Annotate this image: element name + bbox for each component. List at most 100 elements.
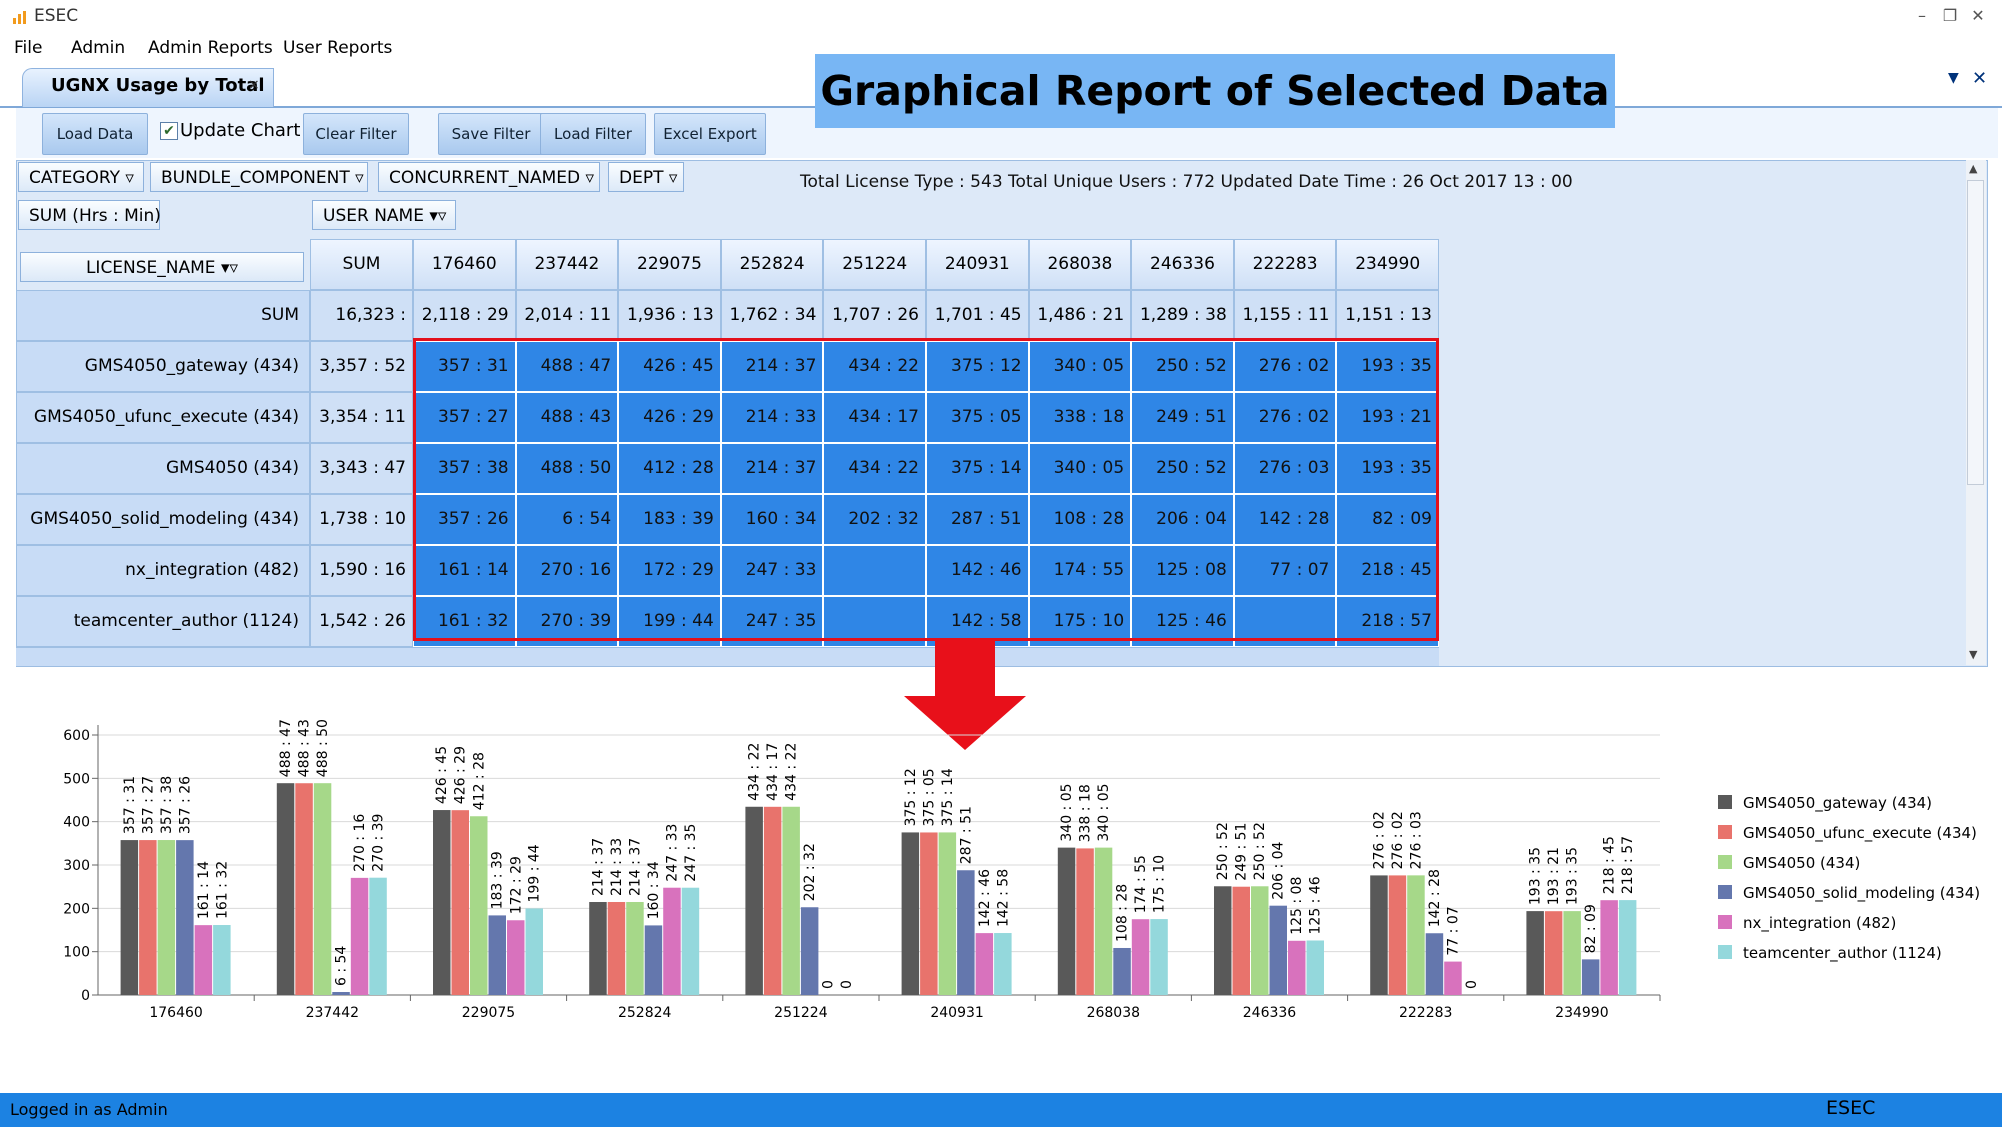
row-sum-cell[interactable]: 3,357 : 52 <box>310 341 413 392</box>
data-field-sum[interactable]: SUM (Hrs : Min) <box>18 200 161 230</box>
column-header-user[interactable]: 268038 <box>1028 239 1132 290</box>
data-cell[interactable]: 250 : 52 <box>1131 341 1234 392</box>
sort-filter-icon[interactable]: ▾▿ <box>220 258 239 278</box>
filter-dept[interactable]: DEPT ▿ <box>608 162 684 192</box>
data-cell[interactable]: 357 : 31 <box>413 341 516 392</box>
tab-close-icon[interactable]: × <box>248 77 260 93</box>
data-cell[interactable]: 270 : 16 <box>515 545 619 596</box>
filter-concurrent-named[interactable]: CONCURRENT_NAMED ▿ <box>378 162 600 192</box>
data-cell[interactable]: 161 : 14 <box>413 545 516 596</box>
data-cell[interactable]: 214 : 33 <box>720 392 824 443</box>
column-header-user[interactable]: 240931 <box>926 239 1029 290</box>
data-cell[interactable]: 249 : 51 <box>1131 392 1234 443</box>
menu-user-reports[interactable]: User Reports <box>283 38 393 58</box>
menu-admin[interactable]: Admin <box>71 38 126 58</box>
data-cell[interactable]: 125 : 08 <box>1131 545 1234 596</box>
row-header-license[interactable]: nx_integration (482) <box>16 545 310 596</box>
minimize-icon[interactable]: – <box>1918 6 1926 25</box>
filter-bundle-component[interactable]: BUNDLE_COMPONENT ▿ <box>150 162 368 192</box>
menu-admin-reports[interactable]: Admin Reports <box>148 38 273 58</box>
data-cell[interactable]: 434 : 22 <box>823 341 926 392</box>
data-cell[interactable]: 193 : 35 <box>1336 341 1439 392</box>
data-cell[interactable]: 206 : 04 <box>1131 494 1234 545</box>
column-header-user[interactable]: 246336 <box>1131 239 1234 290</box>
filter-icon[interactable]: ▿ <box>125 168 134 188</box>
row-sum-cell[interactable]: 3,343 : 47 <box>310 443 413 494</box>
data-cell[interactable]: 142 : 46 <box>926 545 1029 596</box>
row-sum-cell[interactable]: 1,738 : 10 <box>310 494 413 545</box>
data-cell[interactable]: 218 : 45 <box>1336 545 1439 596</box>
load-filter-button[interactable]: Load Filter <box>540 113 646 155</box>
sort-filter-icon[interactable]: ▾▿ <box>429 206 447 226</box>
data-cell[interactable]: 375 : 05 <box>926 392 1029 443</box>
filter-icon[interactable]: ▿ <box>585 168 595 188</box>
row-header-license[interactable]: GMS4050_ufunc_execute (434) <box>16 392 310 443</box>
menu-file[interactable]: File <box>14 38 43 58</box>
data-cell[interactable]: 202 : 32 <box>823 494 926 545</box>
data-cell[interactable]: 488 : 50 <box>515 443 619 494</box>
column-header-user[interactable]: 237442 <box>515 239 619 290</box>
save-filter-button[interactable]: Save Filter <box>438 113 544 155</box>
data-cell[interactable]: 434 : 22 <box>823 443 926 494</box>
data-cell[interactable]: 108 : 28 <box>1028 494 1132 545</box>
filter-icon[interactable]: ▿ <box>668 168 678 188</box>
data-cell[interactable]: 193 : 21 <box>1336 392 1439 443</box>
data-cell[interactable]: 426 : 45 <box>618 341 721 392</box>
update-chart-checkbox[interactable]: ✔ <box>160 122 178 140</box>
data-cell[interactable]: 247 : 33 <box>720 545 824 596</box>
data-cell[interactable]: 426 : 29 <box>618 392 721 443</box>
filter-icon[interactable]: ▿ <box>355 168 364 188</box>
column-header-user[interactable]: 251224 <box>823 239 926 290</box>
data-cell[interactable]: 287 : 51 <box>926 494 1029 545</box>
row-sum-cell[interactable]: 1,542 : 26 <box>310 596 413 647</box>
data-cell[interactable]: 174 : 55 <box>1028 545 1132 596</box>
row-header-license[interactable]: teamcenter_author (1124) <box>16 596 310 647</box>
data-cell[interactable]: 214 : 37 <box>720 341 824 392</box>
data-cell[interactable]: 142 : 28 <box>1233 494 1337 545</box>
row-header-license[interactable]: GMS4050_gateway (434) <box>16 341 310 392</box>
panel-dropdown-icon[interactable]: ▼ <box>1948 70 1959 86</box>
column-field-user-name[interactable]: USER NAME ▾▿ <box>312 200 456 230</box>
data-cell[interactable]: 338 : 18 <box>1028 392 1132 443</box>
data-cell[interactable]: 276 : 02 <box>1233 392 1337 443</box>
filter-category[interactable]: CATEGORY ▿ <box>18 162 144 192</box>
data-cell[interactable]: 214 : 37 <box>720 443 824 494</box>
column-header-user[interactable]: 229075 <box>618 239 721 290</box>
data-cell[interactable]: 82 : 09 <box>1336 494 1439 545</box>
panel-close-icon[interactable]: ✕ <box>1972 68 1988 89</box>
restore-icon[interactable]: ❐ <box>1942 6 1958 25</box>
data-cell[interactable]: 160 : 34 <box>720 494 824 545</box>
data-cell[interactable]: 357 : 27 <box>413 392 516 443</box>
row-header-license[interactable]: GMS4050_solid_modeling (434) <box>16 494 310 545</box>
data-cell[interactable] <box>823 545 926 596</box>
close-window-icon[interactable]: ✕ <box>1971 6 1985 25</box>
data-cell[interactable]: 488 : 47 <box>515 341 619 392</box>
column-header-sum[interactable]: SUM <box>310 239 413 290</box>
column-header-user[interactable]: 222283 <box>1233 239 1337 290</box>
data-cell[interactable]: 276 : 03 <box>1233 443 1337 494</box>
scrollbar-thumb[interactable] <box>1967 180 1984 485</box>
data-cell[interactable]: 6 : 54 <box>515 494 619 545</box>
data-cell[interactable]: 357 : 26 <box>413 494 516 545</box>
scroll-up-icon[interactable]: ▲ <box>1969 162 1978 175</box>
data-cell[interactable]: 375 : 14 <box>926 443 1029 494</box>
row-header-sum[interactable]: SUM <box>16 290 310 341</box>
column-header-user[interactable]: 176460 <box>413 239 516 290</box>
data-cell[interactable]: 250 : 52 <box>1131 443 1234 494</box>
data-cell[interactable]: 488 : 43 <box>515 392 619 443</box>
column-header-user[interactable]: 252824 <box>720 239 824 290</box>
data-cell[interactable]: 412 : 28 <box>618 443 721 494</box>
data-cell[interactable]: 434 : 17 <box>823 392 926 443</box>
column-header-user[interactable]: 234990 <box>1336 239 1439 290</box>
tab-ugnx-usage[interactable]: UGNX Usage by Total × <box>22 68 274 107</box>
clear-filter-button[interactable]: Clear Filter <box>303 113 409 155</box>
excel-export-button[interactable]: Excel Export <box>654 113 766 155</box>
row-sum-cell[interactable]: 3,354 : 11 <box>310 392 413 443</box>
data-cell[interactable]: 77 : 07 <box>1233 545 1337 596</box>
data-cell[interactable]: 183 : 39 <box>618 494 721 545</box>
data-cell[interactable]: 375 : 12 <box>926 341 1029 392</box>
data-cell[interactable]: 340 : 05 <box>1028 341 1132 392</box>
row-sum-cell[interactable]: 1,590 : 16 <box>310 545 413 596</box>
data-cell[interactable]: 276 : 02 <box>1233 341 1337 392</box>
row-header-license[interactable]: GMS4050 (434) <box>16 443 310 494</box>
